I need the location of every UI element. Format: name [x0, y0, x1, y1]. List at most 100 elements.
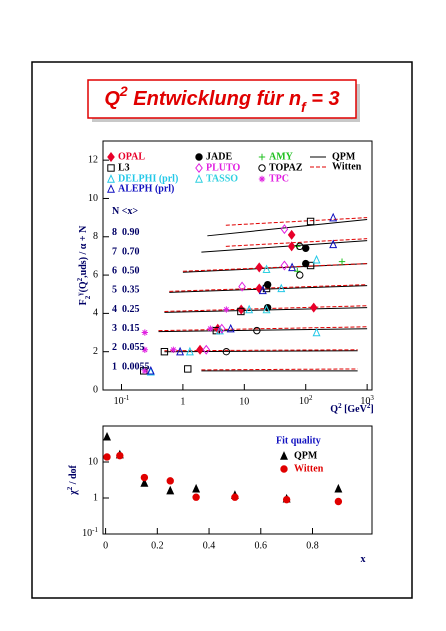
tick-label: 102 [299, 394, 313, 408]
text-part: ,uds) / α + N [78, 225, 89, 278]
marker [258, 164, 266, 172]
marker [309, 302, 318, 313]
marker [296, 271, 304, 279]
legend-label: ALEPH (prl) [118, 183, 174, 194]
tick-label: 103 [360, 394, 374, 408]
tick-label: 0.4 [203, 540, 216, 551]
tick-label-exp: -1 [124, 394, 130, 402]
marker [253, 326, 261, 335]
marker [306, 217, 315, 226]
plot-area [102, 425, 373, 535]
text-part: 2 [84, 295, 92, 299]
bin-x: 0.0055 [122, 361, 150, 372]
marker [141, 329, 149, 336]
bin-number: 5 [112, 285, 117, 296]
bin-x: 0.35 [122, 285, 140, 296]
marker [231, 493, 239, 501]
legend-label: DELPHI (prl) [118, 173, 178, 184]
tick-label-base: 10 [114, 396, 124, 407]
marker [334, 483, 343, 493]
legend-label: TOPAZ [269, 162, 303, 173]
marker [116, 451, 124, 460]
marker [237, 307, 245, 316]
marker [258, 153, 266, 161]
text-part: 2 [367, 402, 371, 410]
x-axis-label: Q2 [GeV2] [330, 402, 373, 416]
legend-title: Fit quality [276, 435, 321, 446]
title-box [87, 79, 357, 119]
marker [280, 451, 288, 460]
marker [166, 485, 175, 495]
marker [140, 473, 149, 482]
fit-curve [201, 240, 368, 253]
marker [141, 367, 149, 375]
y-axis-label: χ2 / dof [66, 464, 80, 495]
fit-curve [225, 217, 368, 226]
marker [258, 175, 266, 183]
tick-label: 2 [93, 346, 98, 357]
marker [302, 244, 310, 252]
bin-number: 3 [112, 323, 117, 334]
marker [195, 153, 203, 161]
bin-number: 4 [112, 304, 117, 315]
marker [170, 346, 177, 353]
marker [302, 259, 310, 268]
bin-x: 0.25 [122, 304, 140, 315]
marker [262, 304, 271, 314]
marker [160, 347, 169, 356]
marker [258, 285, 267, 295]
text-part: / dof [68, 464, 79, 486]
marker [287, 241, 296, 252]
tick-label: 10 [239, 396, 249, 407]
marker [202, 344, 211, 355]
marker [185, 346, 194, 356]
fit-curve [225, 238, 368, 247]
fit-curve [158, 326, 368, 332]
marker [288, 262, 297, 272]
text-part: [GeV [342, 404, 368, 415]
text-part: 2 [76, 277, 84, 281]
marker [103, 453, 111, 461]
marker [338, 258, 346, 265]
text-part: 2 [338, 402, 342, 410]
legend-label: PLUTO [206, 162, 240, 173]
tick-label: 4 [93, 308, 98, 319]
marker [334, 497, 343, 506]
tick-label: 0.8 [306, 540, 319, 551]
marker [262, 264, 271, 274]
bin-x: 0.15 [122, 323, 140, 334]
tick-label: 10-1 [114, 394, 130, 408]
fit-curve [164, 305, 368, 312]
frame [31, 61, 413, 599]
marker [312, 327, 321, 337]
bin-x: 0.70 [122, 246, 140, 257]
marker [107, 184, 115, 193]
tick-label: 10 [88, 193, 98, 204]
plot-area [102, 140, 373, 391]
marker [329, 212, 338, 222]
tick-label: 0.2 [151, 540, 164, 551]
title: Q2 Entwicklung für nf = 3 [104, 83, 339, 115]
marker [192, 483, 201, 493]
text-part: Q [330, 404, 338, 415]
text-part: F [78, 299, 89, 305]
marker [280, 260, 289, 271]
tick-label-base: 10 [299, 396, 309, 407]
bin-number: 2 [112, 342, 117, 353]
marker [195, 162, 203, 174]
legend-label: JADE [206, 151, 232, 162]
tick-label: 10 [88, 456, 98, 467]
legend-label: AMY [269, 151, 294, 162]
tick-label: 0 [103, 540, 108, 551]
marker [184, 365, 192, 373]
marker [312, 254, 321, 264]
marker [238, 281, 246, 292]
text-part: x [361, 554, 366, 565]
fit-curve [158, 328, 368, 333]
marker [237, 304, 246, 315]
text-part: 2 [66, 486, 74, 490]
marker [207, 325, 214, 332]
marker [245, 304, 254, 314]
tick-label-base: 10 [82, 528, 92, 539]
